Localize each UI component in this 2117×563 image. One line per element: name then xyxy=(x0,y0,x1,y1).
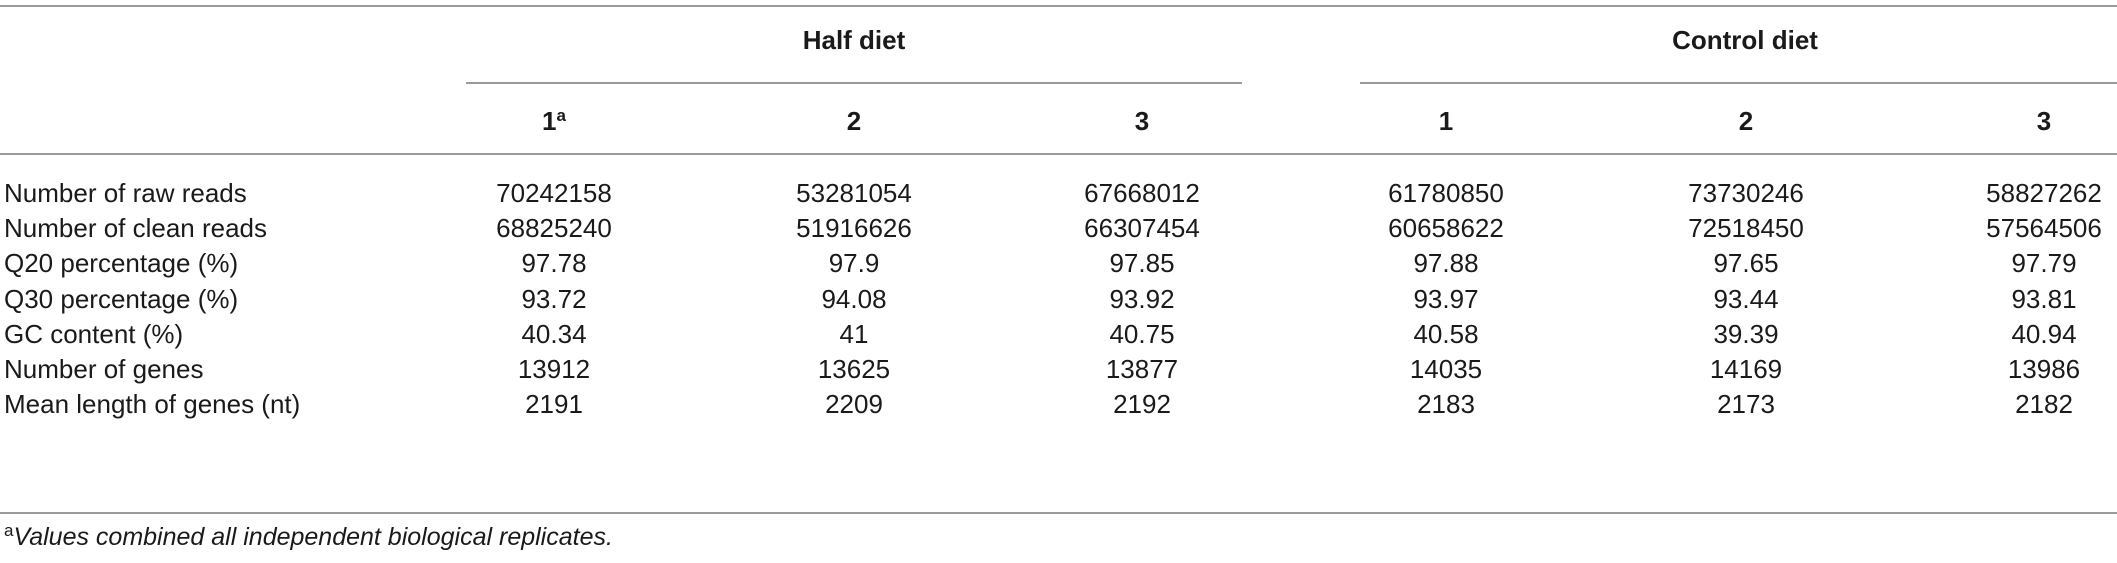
table-cell: 53281054 xyxy=(796,178,912,208)
table-cell: 2173 xyxy=(1717,389,1775,419)
row-label: Number of genes xyxy=(4,354,204,384)
column-header-label: 2 xyxy=(1738,106,1754,136)
table-cell: 72518450 xyxy=(1688,213,1804,243)
row-label: Number of clean reads xyxy=(4,213,268,243)
row-label: Number of raw reads xyxy=(4,178,247,208)
table-cell: 2183 xyxy=(1417,389,1475,419)
column-header: 3 xyxy=(2037,106,2051,136)
group-underline-half-diet xyxy=(466,82,1242,84)
table-cell: 13877 xyxy=(1105,354,1179,384)
table-cell: 40.94 xyxy=(2011,319,2077,349)
table-cell: 2182 xyxy=(2015,389,2073,419)
row-label: Q30 percentage (%) xyxy=(4,284,239,314)
table-cell: 40.58 xyxy=(1413,319,1479,349)
column-header: 3 xyxy=(1135,106,1149,136)
table-cell: 70242158 xyxy=(496,178,612,208)
group-header-half-diet: Half diet xyxy=(802,25,906,55)
top-rule xyxy=(0,5,2117,7)
column-header: 2 xyxy=(1739,106,1753,136)
table-cell: 61780850 xyxy=(1388,178,1504,208)
table-cell: 93.81 xyxy=(2011,284,2077,314)
table-cell: 93.92 xyxy=(1109,284,1175,314)
table-cell: 13625 xyxy=(817,354,891,384)
table-cell: 13912 xyxy=(517,354,591,384)
table-cell: 58827262 xyxy=(1986,178,2102,208)
header-bottom-rule xyxy=(0,153,2117,155)
table-cell: 14169 xyxy=(1709,354,1783,384)
column-header: 2 xyxy=(847,106,861,136)
group-underline-control-diet xyxy=(1360,82,2117,84)
table-cell: 41 xyxy=(839,319,869,349)
table-cell: 68825240 xyxy=(496,213,612,243)
table-cell: 97.78 xyxy=(521,248,587,278)
column-header-label: 3 xyxy=(1134,106,1150,136)
table-cell: 93.97 xyxy=(1413,284,1479,314)
table-cell: 2191 xyxy=(525,389,583,419)
table-cell: 14035 xyxy=(1409,354,1483,384)
column-header-label: 1 xyxy=(542,106,557,136)
footnote-marker: a xyxy=(556,106,566,125)
table-cell: 2209 xyxy=(825,389,883,419)
row-label: Mean length of genes (nt) xyxy=(4,389,301,419)
table-cell: 97.79 xyxy=(2011,248,2077,278)
footnote-text: Values combined all independent biologic… xyxy=(13,523,613,551)
table-cell: 94.08 xyxy=(821,284,887,314)
column-header-label: 1 xyxy=(1438,106,1454,136)
table-cell: 66307454 xyxy=(1084,213,1200,243)
column-header: 1a xyxy=(542,106,566,136)
column-header-label: 2 xyxy=(846,106,862,136)
table-cell: 2192 xyxy=(1113,389,1171,419)
group-header-control-diet: Control diet xyxy=(1672,25,1818,55)
table-footnote: aValues combined all independent biologi… xyxy=(4,521,613,552)
table-cell: 93.44 xyxy=(1713,284,1779,314)
row-label: Q20 percentage (%) xyxy=(4,248,239,278)
footnote-marker: a xyxy=(4,521,14,540)
table-cell: 97.65 xyxy=(1713,248,1779,278)
table-cell: 67668012 xyxy=(1084,178,1200,208)
column-header-label: 3 xyxy=(2036,106,2052,136)
table-cell: 97.85 xyxy=(1109,248,1175,278)
table-cell: 93.72 xyxy=(521,284,587,314)
row-label: GC content (%) xyxy=(4,319,184,349)
table-cell: 39.39 xyxy=(1713,319,1779,349)
table-cell: 97.88 xyxy=(1413,248,1479,278)
table-cell: 73730246 xyxy=(1688,178,1804,208)
table-cell: 40.34 xyxy=(521,319,587,349)
table-cell: 13986 xyxy=(2007,354,2081,384)
table-bottom-rule xyxy=(0,512,2117,514)
table-cell: 57564506 xyxy=(1986,213,2102,243)
table-cell: 51916626 xyxy=(796,213,912,243)
table-cell: 97.9 xyxy=(828,248,880,278)
table-cell: 60658622 xyxy=(1388,213,1504,243)
table-cell: 40.75 xyxy=(1109,319,1175,349)
column-header: 1 xyxy=(1439,106,1453,136)
